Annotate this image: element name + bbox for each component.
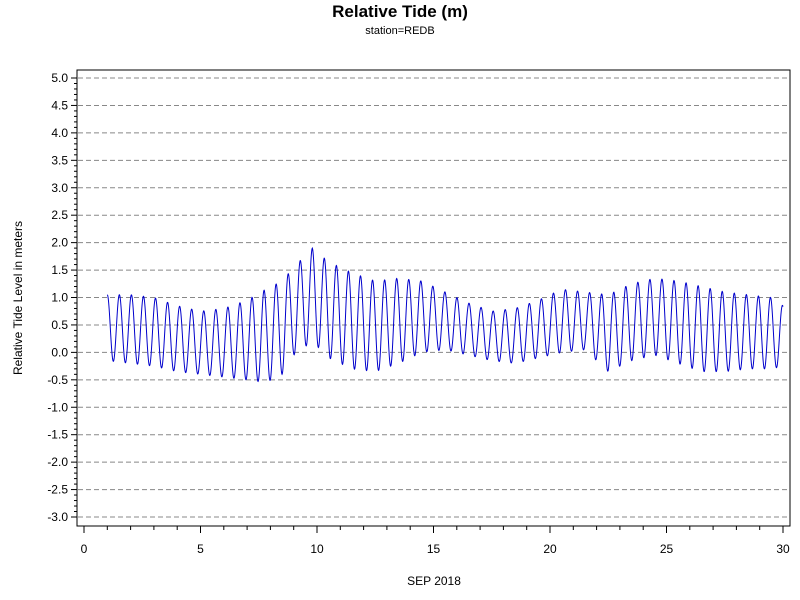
x-tick-label: 5 [197,542,204,556]
x-tick-label: 25 [660,542,674,556]
x-tick-label: 10 [310,542,324,556]
y-axis-label: Relative Tide Level in meters [11,221,25,375]
y-tick-label: 3.0 [51,181,68,195]
y-tick-label: 2.0 [51,236,68,250]
x-tick-label: 0 [81,542,88,556]
x-tick-label: 20 [543,542,557,556]
x-axis-label: SEP 2018 [407,574,461,588]
y-tick-label: 1.5 [51,263,68,277]
y-tick-label: 4.0 [51,126,68,140]
y-tick-label: -3.0 [47,510,68,524]
x-tick-label: 30 [776,542,790,556]
y-tick-label: -0.5 [47,373,68,387]
y-tick-label: 0.5 [51,318,68,332]
y-tick-label: 4.5 [51,98,68,112]
y-tick-label: 1.0 [51,291,68,305]
y-tick-label: -2.0 [47,455,68,469]
tide-series-line [106,246,784,383]
y-tick-label: -1.5 [47,428,68,442]
y-tick-label: 3.5 [51,153,68,167]
y-tick-label: -2.5 [47,483,68,497]
x-axis: 0 5 10 15 20 25 30 [81,526,790,556]
y-tick-label: 5.0 [51,71,68,85]
chart-subtitle: station=REDB [365,25,434,37]
y-tick-label: 2.5 [51,208,68,222]
y-tick-label: -1.0 [47,400,68,414]
series-layer [106,246,784,383]
y-axis: 5.0 4.5 4.0 3.5 3.0 2.5 2.0 1.5 1.0 0.5 0.0 -0.5 -1.… [47,71,77,524]
x-tick-label: 15 [427,542,441,556]
chart-title: Relative Tide (m) [332,2,468,21]
y-tick-label: 0.0 [51,345,68,359]
